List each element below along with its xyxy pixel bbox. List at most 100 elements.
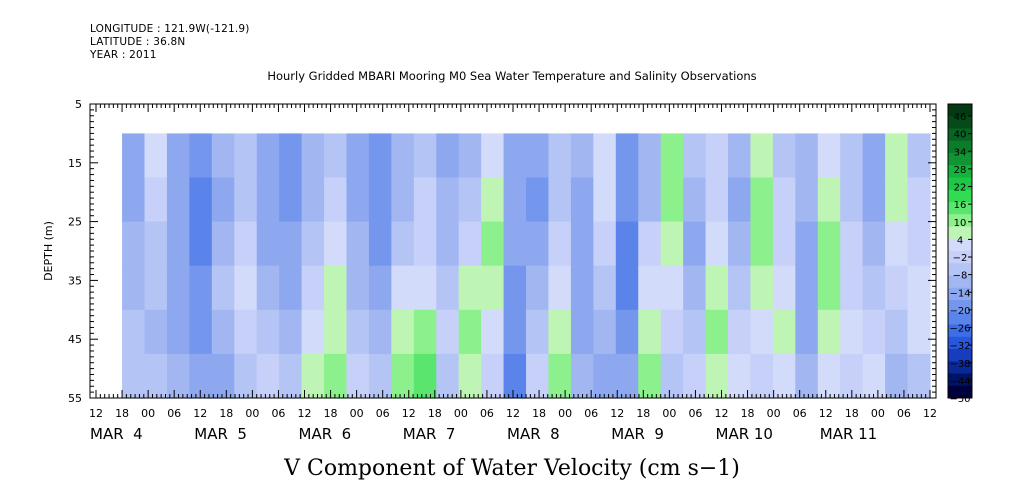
x-axis: 12 18 00 06 12 18 00 06 12 18 00 06 12 18 00 06 12 18 00 06… — [89, 104, 937, 443]
colorbar-swatch — [948, 238, 972, 252]
heat-cell — [503, 221, 527, 267]
colorbar-tick-label: −44 — [949, 376, 970, 387]
heat-cell — [481, 221, 505, 267]
heat-cell — [346, 221, 370, 267]
y-tick-label: 5 — [75, 98, 82, 111]
heat-cell — [817, 177, 841, 223]
heat-cell — [638, 353, 662, 399]
year-label: YEAR : 2011 — [90, 49, 157, 61]
heat-cell — [840, 177, 864, 223]
heat-cell — [346, 265, 370, 311]
x-tick-label: 18 — [428, 407, 442, 420]
heat-cell — [526, 133, 550, 179]
x-day-label: MAR 7 — [403, 425, 456, 443]
x-tick-label: 00 — [767, 407, 781, 420]
heat-cell — [324, 177, 348, 223]
colorbar-tick-label: −50 — [949, 394, 970, 405]
heat-cell — [189, 221, 213, 267]
x-day-label: MAR 6 — [299, 425, 352, 443]
heat-cell — [593, 353, 617, 399]
x-day-label: MAR 9 — [611, 425, 664, 443]
x-tick-label: 00 — [141, 407, 155, 420]
x-tick-label: 12 — [715, 407, 729, 420]
heat-cell — [615, 265, 639, 311]
latitude-label: LATITUDE : 36.8N — [90, 36, 186, 48]
heat-cell — [189, 265, 213, 311]
heat-cell — [683, 265, 707, 311]
colorbar-swatch — [948, 202, 972, 215]
heat-cell — [750, 221, 774, 267]
heat-cell — [211, 221, 235, 267]
y-tick-label: 15 — [68, 157, 82, 170]
heat-cell — [279, 309, 303, 355]
heat-cell — [750, 353, 774, 399]
heat-cell — [615, 177, 639, 223]
colorbar-tick-label: 4 — [957, 235, 963, 246]
heatmap-cells — [122, 133, 931, 399]
heat-cell — [705, 265, 729, 311]
heat-cell — [526, 177, 550, 223]
colorbar-swatch — [948, 336, 972, 350]
heat-cell — [503, 265, 527, 311]
heat-cell — [638, 309, 662, 355]
colorbar-tick-label: 22 — [954, 183, 967, 194]
heat-cell — [211, 265, 235, 311]
x-tick-label: 18 — [845, 407, 859, 420]
heat-cell — [840, 133, 864, 179]
colorbar-swatch — [948, 104, 972, 117]
heat-cell — [122, 133, 146, 179]
colorbar-swatch — [948, 312, 972, 325]
heat-cell — [750, 265, 774, 311]
heat-cell — [907, 309, 931, 355]
heat-cell — [211, 309, 235, 355]
heat-cell — [795, 265, 819, 311]
x-tick-label: 06 — [480, 407, 494, 420]
x-tick-label: 18 — [324, 407, 338, 420]
y-tick-label: 45 — [68, 333, 82, 346]
heat-cell — [772, 177, 796, 223]
heat-cell — [234, 353, 258, 399]
colorbar-tick-label: −20 — [949, 306, 970, 317]
heat-cell — [481, 265, 505, 311]
colorbar-tick-label: −2 — [953, 253, 968, 264]
heat-cell — [548, 353, 572, 399]
heat-cell — [144, 309, 168, 355]
x-tick-label: 18 — [219, 407, 233, 420]
heat-cell — [166, 177, 190, 223]
longitude-label: LONGITUDE : 121.9W(-121.9) — [90, 23, 250, 35]
x-tick-label: 18 — [636, 407, 650, 420]
heat-cell — [189, 177, 213, 223]
heat-cell — [458, 177, 482, 223]
heat-cell — [548, 265, 572, 311]
heat-cell — [660, 221, 684, 267]
heat-cell — [413, 133, 437, 179]
heat-cell — [548, 221, 572, 267]
heat-cell — [593, 177, 617, 223]
heat-cell — [885, 265, 909, 311]
heat-cell — [728, 309, 752, 355]
colorbar-tick-label: −14 — [949, 288, 970, 299]
heat-cell — [436, 309, 460, 355]
colorbar-tick-label: 34 — [954, 147, 967, 158]
x-tick-label: 12 — [506, 407, 520, 420]
heat-cell — [346, 353, 370, 399]
heat-cell — [481, 353, 505, 399]
x-tick-label: 00 — [245, 407, 259, 420]
x-day-label: MAR 5 — [194, 425, 247, 443]
heat-cell — [391, 265, 415, 311]
x-tick-label: 18 — [741, 407, 755, 420]
heat-cell — [885, 133, 909, 179]
colorbar-tick-label: −8 — [953, 271, 968, 282]
colorbar-swatch — [948, 324, 972, 338]
heat-cell — [122, 265, 146, 311]
heat-cell — [593, 265, 617, 311]
heat-cell — [795, 177, 819, 223]
x-tick-label: 06 — [271, 407, 285, 420]
heat-cell — [907, 221, 931, 267]
colorbar-swatch — [948, 177, 972, 191]
colorbar-swatch — [948, 165, 972, 178]
x-day-label: MAR 4 — [90, 425, 143, 443]
heat-cell — [256, 221, 280, 267]
colorbar-tick-label: 28 — [954, 165, 967, 176]
heat-cell — [481, 309, 505, 355]
